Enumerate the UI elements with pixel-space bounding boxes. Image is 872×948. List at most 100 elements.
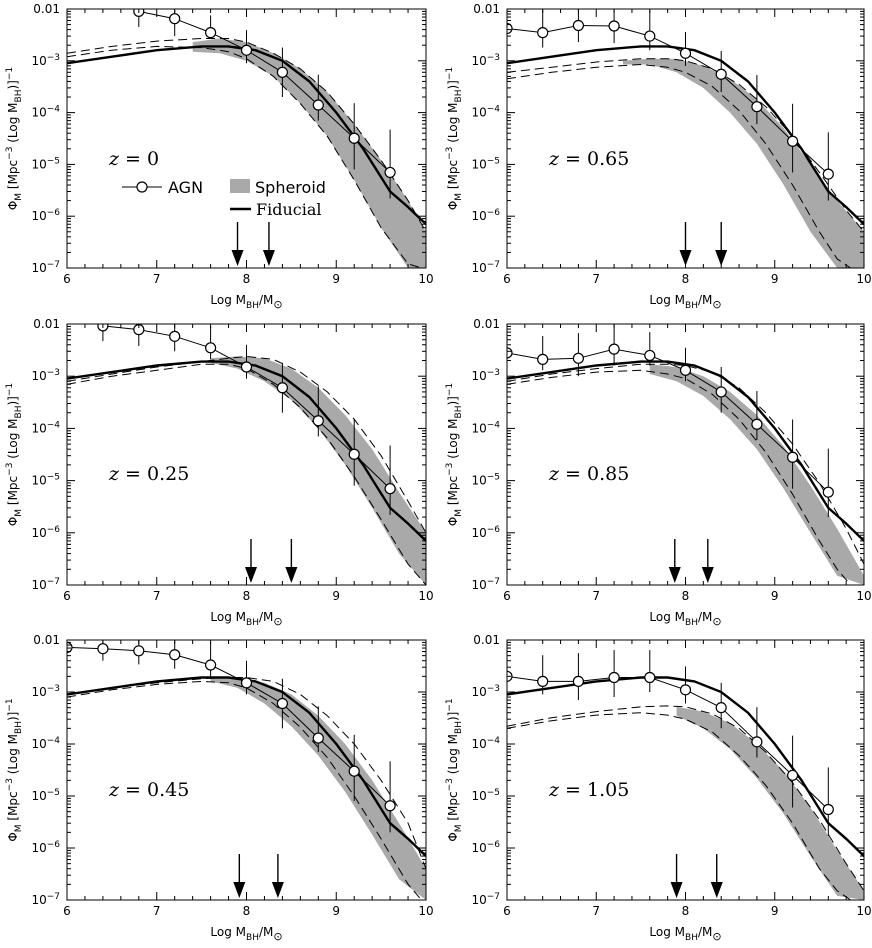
y-tick-base: 10 bbox=[471, 737, 486, 751]
y-tick-label: 10−6 bbox=[31, 525, 60, 540]
x-tick-label: 7 bbox=[153, 272, 161, 286]
y-tick-base: 10 bbox=[471, 209, 486, 223]
y-tick-label: 10−5 bbox=[471, 473, 500, 488]
redshift-symbol: z bbox=[548, 148, 560, 170]
x-tick-label: 9 bbox=[332, 904, 340, 918]
redshift-value: = 0.25 bbox=[119, 463, 189, 485]
y-tick-label: 10−7 bbox=[31, 577, 60, 592]
x-tick-label: 10 bbox=[856, 589, 871, 603]
y-tick-label: 10−7 bbox=[471, 260, 500, 275]
redshift-symbol: z bbox=[108, 148, 120, 170]
agn-point bbox=[240, 361, 253, 373]
y-axis-label-part: M bbox=[14, 824, 24, 832]
agn-point bbox=[572, 675, 585, 687]
y-axis-label-part: −3 bbox=[445, 778, 455, 791]
redshift-label: z = 0.25 bbox=[108, 463, 189, 485]
agn-point bbox=[537, 353, 549, 365]
agn-point bbox=[572, 19, 585, 32]
y-axis-label-part: M bbox=[14, 193, 24, 201]
y-tick-exponent: −4 bbox=[47, 105, 61, 115]
y-tick-base: 10 bbox=[31, 789, 46, 803]
y-tick-exponent: −5 bbox=[487, 156, 500, 166]
y-tick-exponent: −7 bbox=[47, 260, 60, 270]
y-tick-exponent: −7 bbox=[47, 892, 60, 902]
y-axis-label-part: [Mpc bbox=[446, 476, 460, 509]
y-tick-label: 10−4 bbox=[471, 420, 500, 435]
spheroid-band bbox=[649, 364, 864, 585]
y-axis-label-part: (Log M bbox=[446, 102, 460, 146]
y-axis-label-part: −3 bbox=[5, 147, 15, 160]
agn-point bbox=[205, 27, 217, 39]
y-axis-label-part: BH bbox=[454, 721, 464, 734]
plot-area bbox=[507, 650, 864, 900]
y-tick-label: 0.01 bbox=[473, 633, 500, 647]
y-axis-label: ΦM [Mpc−3 (Log MBH)]−1 bbox=[445, 698, 464, 841]
x-tick-label: 9 bbox=[332, 272, 340, 286]
mass-arrow-head bbox=[244, 567, 257, 583]
x-tick-label: 7 bbox=[592, 272, 600, 286]
agn-point bbox=[169, 649, 181, 661]
dashed-lower-line bbox=[507, 369, 851, 585]
x-tick-label: 8 bbox=[682, 904, 690, 918]
y-tick-base: 10 bbox=[471, 106, 486, 120]
y-axis-label-part: M bbox=[454, 509, 464, 517]
y-tick-label: 10−3 bbox=[31, 53, 60, 68]
x-axis-label-part: ⊙ bbox=[273, 298, 282, 311]
y-tick-label: 10−5 bbox=[31, 156, 60, 171]
agn-point bbox=[169, 13, 181, 25]
agn-point bbox=[608, 343, 620, 355]
agn-point bbox=[751, 101, 763, 113]
agn-point bbox=[312, 732, 324, 744]
y-tick-base: 10 bbox=[31, 474, 46, 488]
agn-point bbox=[537, 27, 549, 39]
agn-point bbox=[97, 643, 109, 655]
y-tick-label: 10−5 bbox=[31, 788, 60, 803]
y-tick-label: 0.01 bbox=[33, 317, 60, 331]
mass-arrow-head bbox=[262, 250, 275, 266]
agn-point bbox=[608, 20, 620, 32]
spheroid-band bbox=[676, 706, 864, 900]
y-tick-exponent: −6 bbox=[487, 840, 501, 850]
y-tick-exponent: −3 bbox=[47, 684, 60, 694]
y-axis-label-part: (Log M bbox=[6, 734, 20, 778]
legend-fiducial-label: Fiducial bbox=[256, 200, 322, 219]
y-axis-label-part: BH bbox=[14, 90, 24, 103]
agn-point bbox=[822, 486, 834, 498]
agn-point bbox=[276, 382, 288, 394]
agn-point bbox=[205, 659, 217, 671]
x-axis-label: Log MBH/M⊙ bbox=[210, 293, 282, 311]
agn-point bbox=[786, 769, 799, 781]
agn-point bbox=[679, 47, 692, 59]
redshift-value: = 0.85 bbox=[559, 463, 629, 485]
y-axis-label-part: Φ bbox=[6, 517, 20, 526]
y-axis-label-part: M bbox=[454, 193, 464, 201]
y-axis-label-part: −3 bbox=[445, 147, 455, 160]
x-tick-label: 6 bbox=[503, 589, 511, 603]
y-axis-label-part: M bbox=[14, 509, 24, 517]
y-tick-label: 10−6 bbox=[471, 840, 500, 855]
x-tick-label: 7 bbox=[153, 589, 161, 603]
y-axis-label-part: −3 bbox=[445, 463, 455, 476]
x-tick-label: 6 bbox=[63, 589, 71, 603]
y-tick-base: 10 bbox=[31, 893, 46, 907]
y-tick-base: 10 bbox=[471, 261, 486, 275]
x-axis-label: Log MBH/M⊙ bbox=[649, 610, 721, 628]
y-tick-label: 10−5 bbox=[471, 156, 500, 171]
agn-point bbox=[679, 684, 692, 696]
plot-area bbox=[507, 324, 864, 585]
x-axis-label-part: Log M bbox=[649, 610, 685, 624]
y-axis-label-part: )] bbox=[446, 396, 460, 405]
y-axis-label-part: −3 bbox=[5, 463, 15, 476]
x-tick-label: 6 bbox=[63, 272, 71, 286]
agn-point bbox=[240, 677, 253, 689]
y-tick-base: 10 bbox=[31, 261, 46, 275]
y-tick-exponent: −7 bbox=[487, 892, 500, 902]
y-tick-label: 10−6 bbox=[31, 208, 60, 223]
agn-point bbox=[169, 330, 181, 342]
y-tick-label: 10−4 bbox=[31, 420, 60, 435]
y-axis-label-part: −1 bbox=[445, 67, 455, 80]
y-axis-label-part: [Mpc bbox=[446, 160, 460, 193]
y-axis-label-part: (Log M bbox=[6, 102, 20, 146]
agn-point bbox=[276, 697, 288, 710]
